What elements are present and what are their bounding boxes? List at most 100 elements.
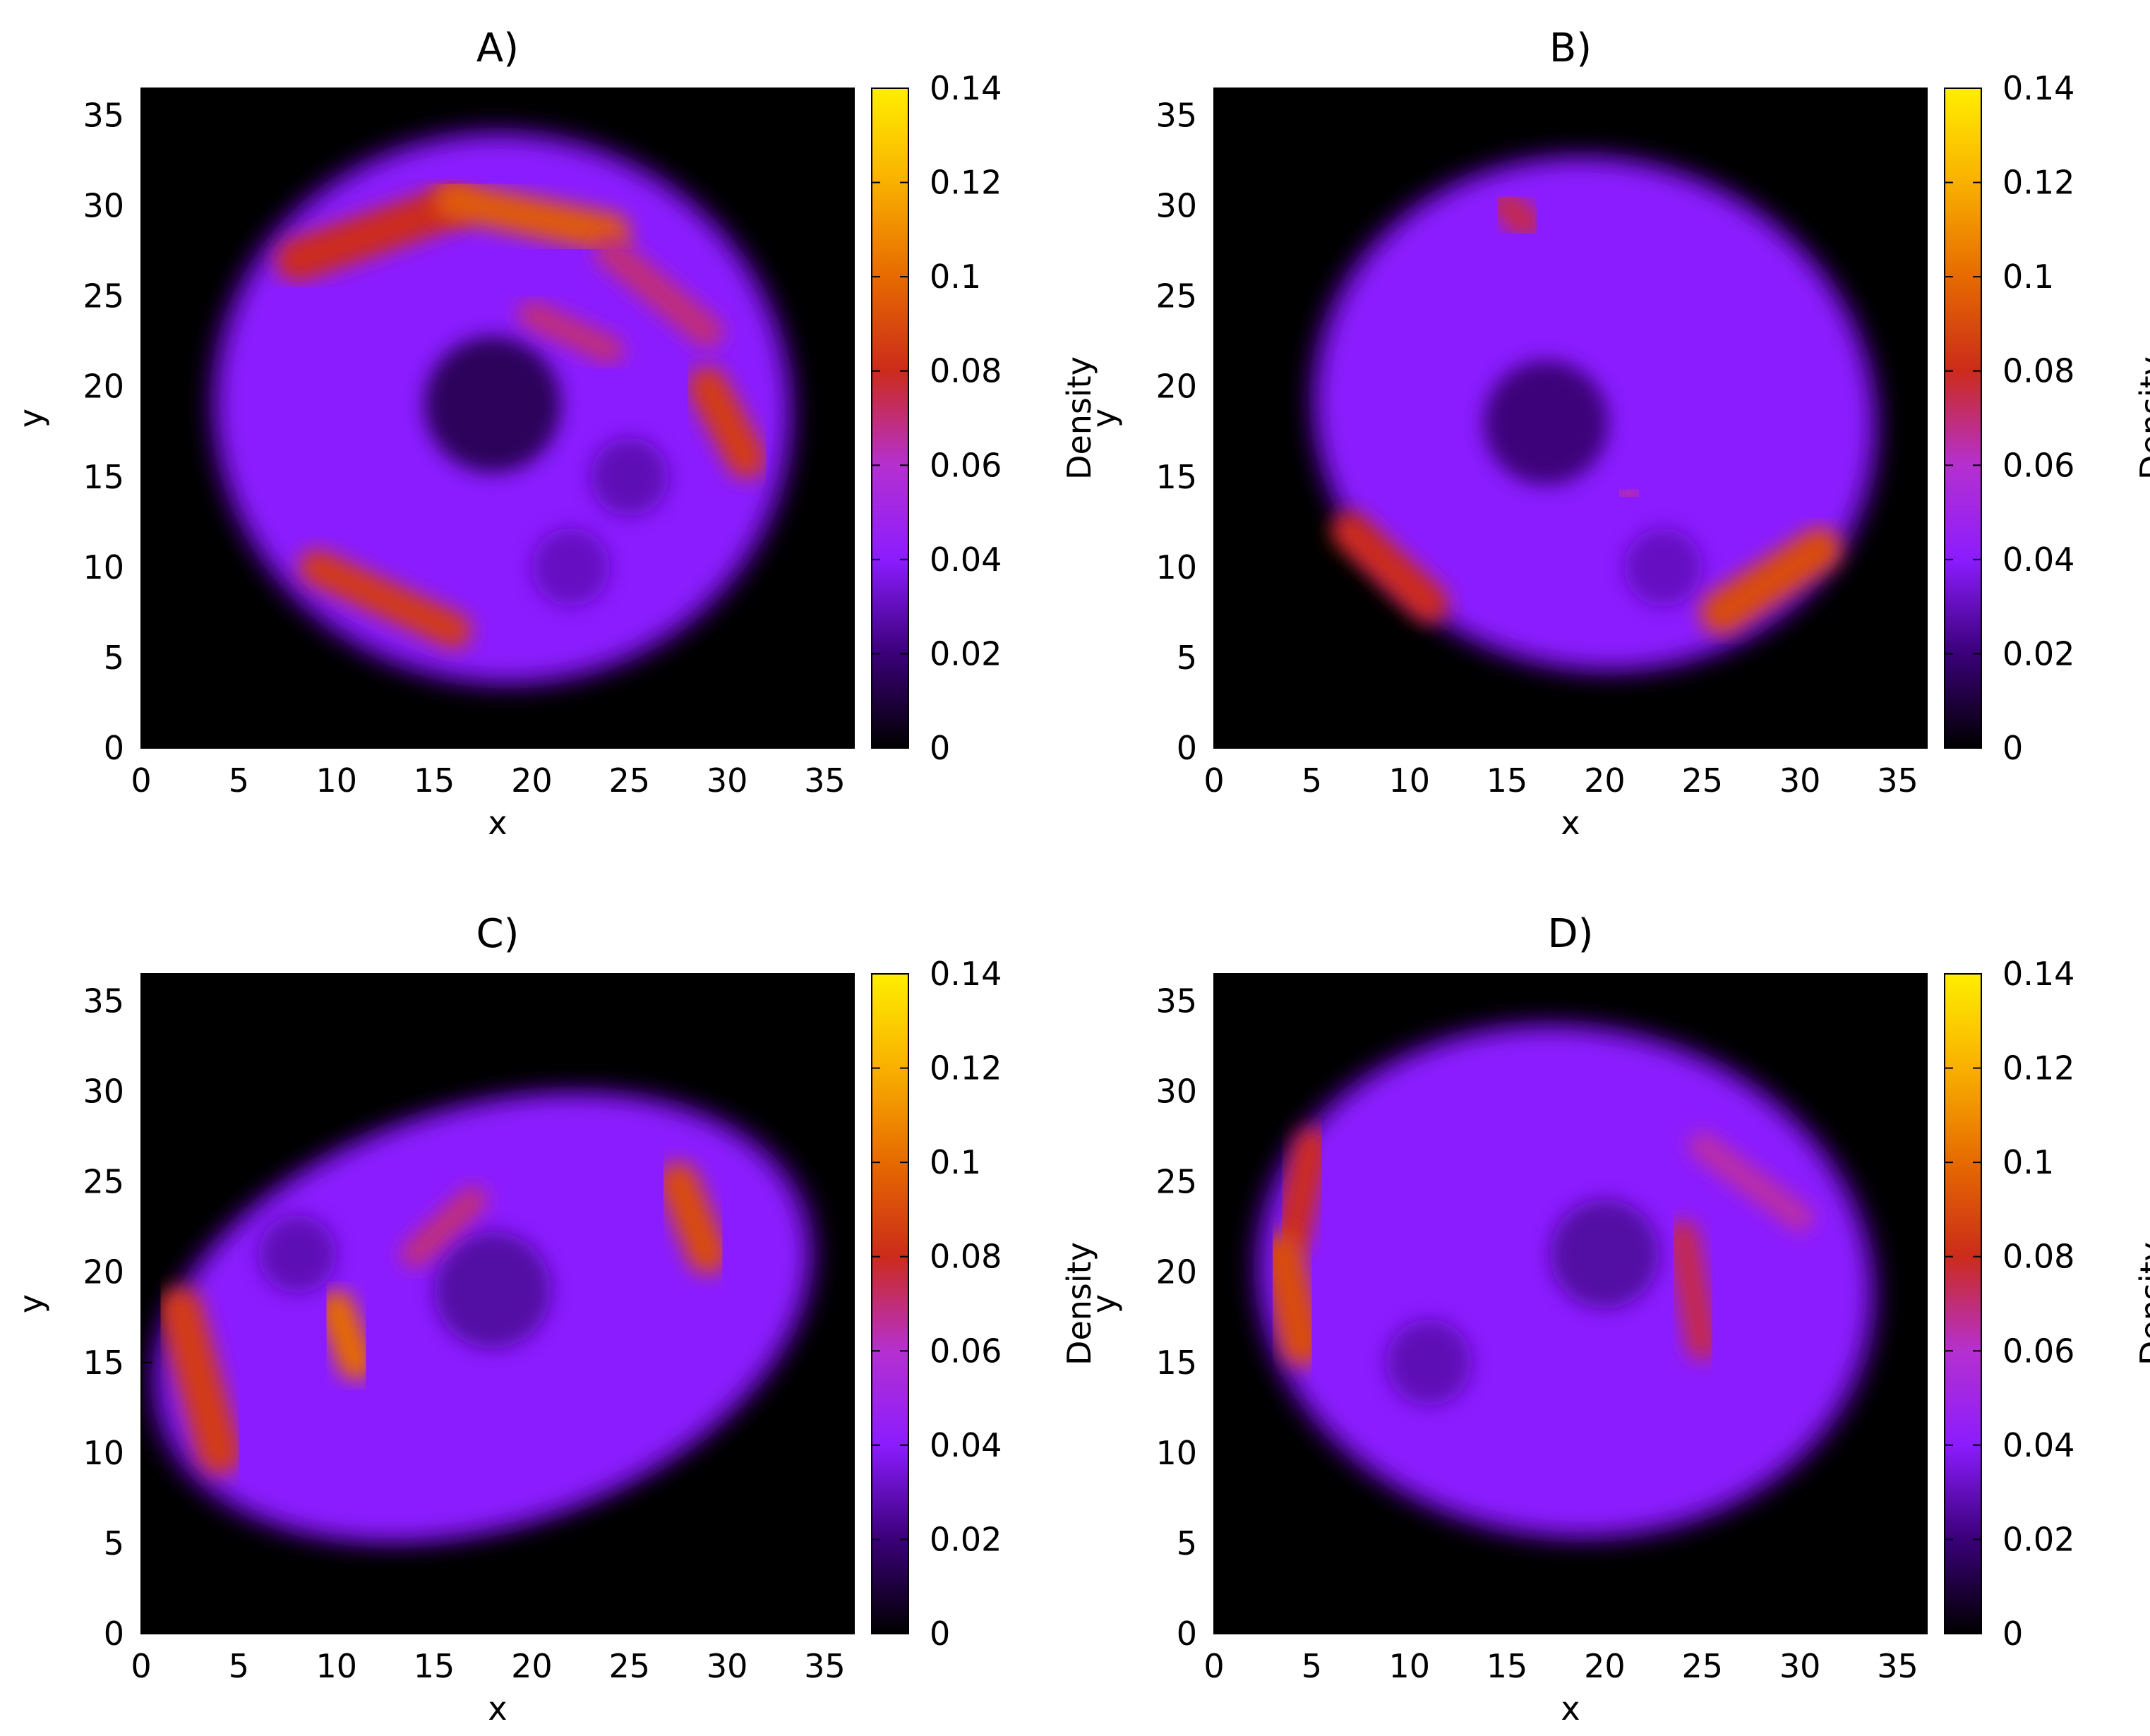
y-tick-label: 20	[1155, 1253, 1197, 1291]
x-tick-label: 20	[511, 1647, 553, 1685]
y-tick-label: 0	[1177, 729, 1197, 767]
y-tick-label: 15	[1155, 458, 1197, 496]
y-tick-label: 25	[83, 277, 124, 315]
high-density-band	[1491, 190, 1542, 240]
x-axis-label: x	[1561, 804, 1580, 842]
colorbar-label: Density	[1060, 1242, 1098, 1366]
plot-frame	[1213, 88, 1928, 749]
panel-title: B)	[1549, 25, 1592, 71]
x-axis-label: x	[488, 1689, 507, 1728]
x-tick-label: 15	[1487, 1647, 1528, 1685]
y-tick-label: 5	[1177, 639, 1197, 677]
y-axis-label: y	[12, 1294, 50, 1313]
y-tick-label: 5	[1177, 1524, 1197, 1562]
low-density-spot	[532, 528, 611, 607]
colorbar	[1944, 88, 1982, 749]
y-tick-label: 20	[83, 368, 124, 406]
colorbar-tick-label: 0	[930, 729, 950, 767]
y-tick-label: 5	[104, 1524, 124, 1562]
colorbar-tick-label: 0	[2002, 1615, 2023, 1653]
low-density-spot	[1624, 528, 1702, 607]
x-tick-label: 15	[414, 1647, 455, 1685]
density-map	[145, 1085, 822, 1549]
colorbar-label: Density	[2133, 356, 2150, 480]
colorbar-tick-label: 0.12	[2002, 1049, 2074, 1087]
plot-frame	[1213, 973, 1928, 1634]
plot-frame	[140, 88, 855, 749]
colorbar-tick-label: 0.1	[2002, 258, 2054, 296]
colorbar-tick-label: 0.02	[2002, 634, 2074, 673]
plot-frame	[140, 973, 855, 1634]
x-tick-label: 35	[1877, 1647, 1918, 1685]
x-tick-label: 25	[1682, 1647, 1724, 1685]
colorbar	[1944, 973, 1982, 1634]
y-tick-label: 20	[1155, 368, 1197, 406]
x-tick-label: 30	[707, 761, 748, 800]
x-tick-label: 10	[316, 1647, 357, 1685]
colorbar-tick-label: 0.04	[2002, 541, 2074, 579]
density-map	[1249, 1017, 1883, 1545]
high-density-band	[594, 235, 723, 348]
colorbar-tick-label: 0.06	[930, 1332, 1002, 1370]
colorbar-tick-label: 0.12	[930, 164, 1002, 202]
x-tick-label: 35	[804, 1647, 846, 1685]
colorbar-tick-label: 0.08	[930, 352, 1002, 390]
y-tick-label: 35	[83, 982, 124, 1020]
y-tick-label: 0	[1177, 1615, 1197, 1653]
y-tick-label: 5	[104, 639, 124, 677]
colorbar-tick-label: 0.1	[930, 258, 981, 296]
x-tick-label: 25	[609, 1647, 651, 1685]
panel-title: C)	[476, 911, 520, 957]
y-axis-label: y	[12, 409, 50, 428]
x-tick-label: 35	[804, 761, 846, 800]
colorbar-tick-label: 0.14	[930, 69, 1002, 107]
colorbar-tick-label: 0.02	[930, 634, 1002, 673]
y-tick-label: 10	[83, 548, 124, 586]
high-density-band	[275, 184, 476, 282]
y-tick-label: 30	[1155, 1073, 1197, 1111]
high-density-band	[1666, 1220, 1718, 1361]
x-axis-label: x	[488, 804, 507, 842]
x-tick-label: 25	[609, 761, 651, 800]
low-density-spot	[424, 336, 561, 474]
colorbar-tick-label: 0.04	[2002, 1426, 2074, 1464]
colorbar-tick-label: 0.06	[2002, 1332, 2074, 1370]
x-tick-label: 10	[1388, 761, 1430, 800]
x-tick-label: 5	[229, 761, 249, 800]
x-tick-label: 30	[707, 1647, 748, 1685]
colorbar-tick-label: 0.14	[2002, 69, 2074, 107]
x-tick-label: 20	[1584, 761, 1626, 800]
low-density-spot	[1483, 360, 1609, 486]
y-tick-label: 10	[1155, 1434, 1197, 1472]
panel-4: 0 5 10 15 20 25 30 35 0 5 10 15 20 25 30 35 D) x y 0 0.02 0.0…	[1085, 911, 2150, 1728]
x-tick-label: 10	[1388, 1647, 1430, 1685]
x-tick-label: 5	[1302, 761, 1322, 800]
x-tick-label: 20	[511, 761, 553, 800]
high-density-band	[1688, 1131, 1814, 1232]
high-density-band	[518, 300, 624, 364]
density-map	[205, 124, 800, 692]
colorbar-tick-label: 0.04	[930, 1426, 1002, 1464]
colorbar	[871, 88, 909, 749]
y-tick-label: 35	[83, 96, 124, 134]
x-tick-label: 0	[1203, 761, 1224, 800]
y-tick-label: 35	[1155, 96, 1197, 134]
y-tick-label: 0	[104, 729, 124, 767]
x-tick-label: 35	[1877, 761, 1918, 800]
x-tick-label: 30	[1779, 761, 1821, 800]
y-tick-label: 15	[1155, 1344, 1197, 1382]
colorbar-tick-label: 0.12	[2002, 164, 2074, 202]
x-tick-label: 25	[1682, 761, 1724, 800]
high-density-band	[158, 1286, 241, 1475]
y-tick-label: 35	[1155, 982, 1197, 1020]
panel-title: A)	[476, 25, 519, 71]
panel-2: 0 5 10 15 20 25 30 35 0 5 10 15 20 25 30 35 B) x y 0 0.02 0.0…	[1085, 25, 2150, 842]
colorbar-tick-label: 0.14	[930, 955, 1002, 993]
colorbar-tick-label: 0.06	[2002, 446, 2074, 484]
high-density-band	[1274, 1128, 1330, 1254]
high-density-band	[401, 1186, 487, 1268]
high-density-band	[434, 181, 630, 253]
high-density-band	[318, 1290, 374, 1380]
x-tick-label: 0	[131, 761, 151, 800]
